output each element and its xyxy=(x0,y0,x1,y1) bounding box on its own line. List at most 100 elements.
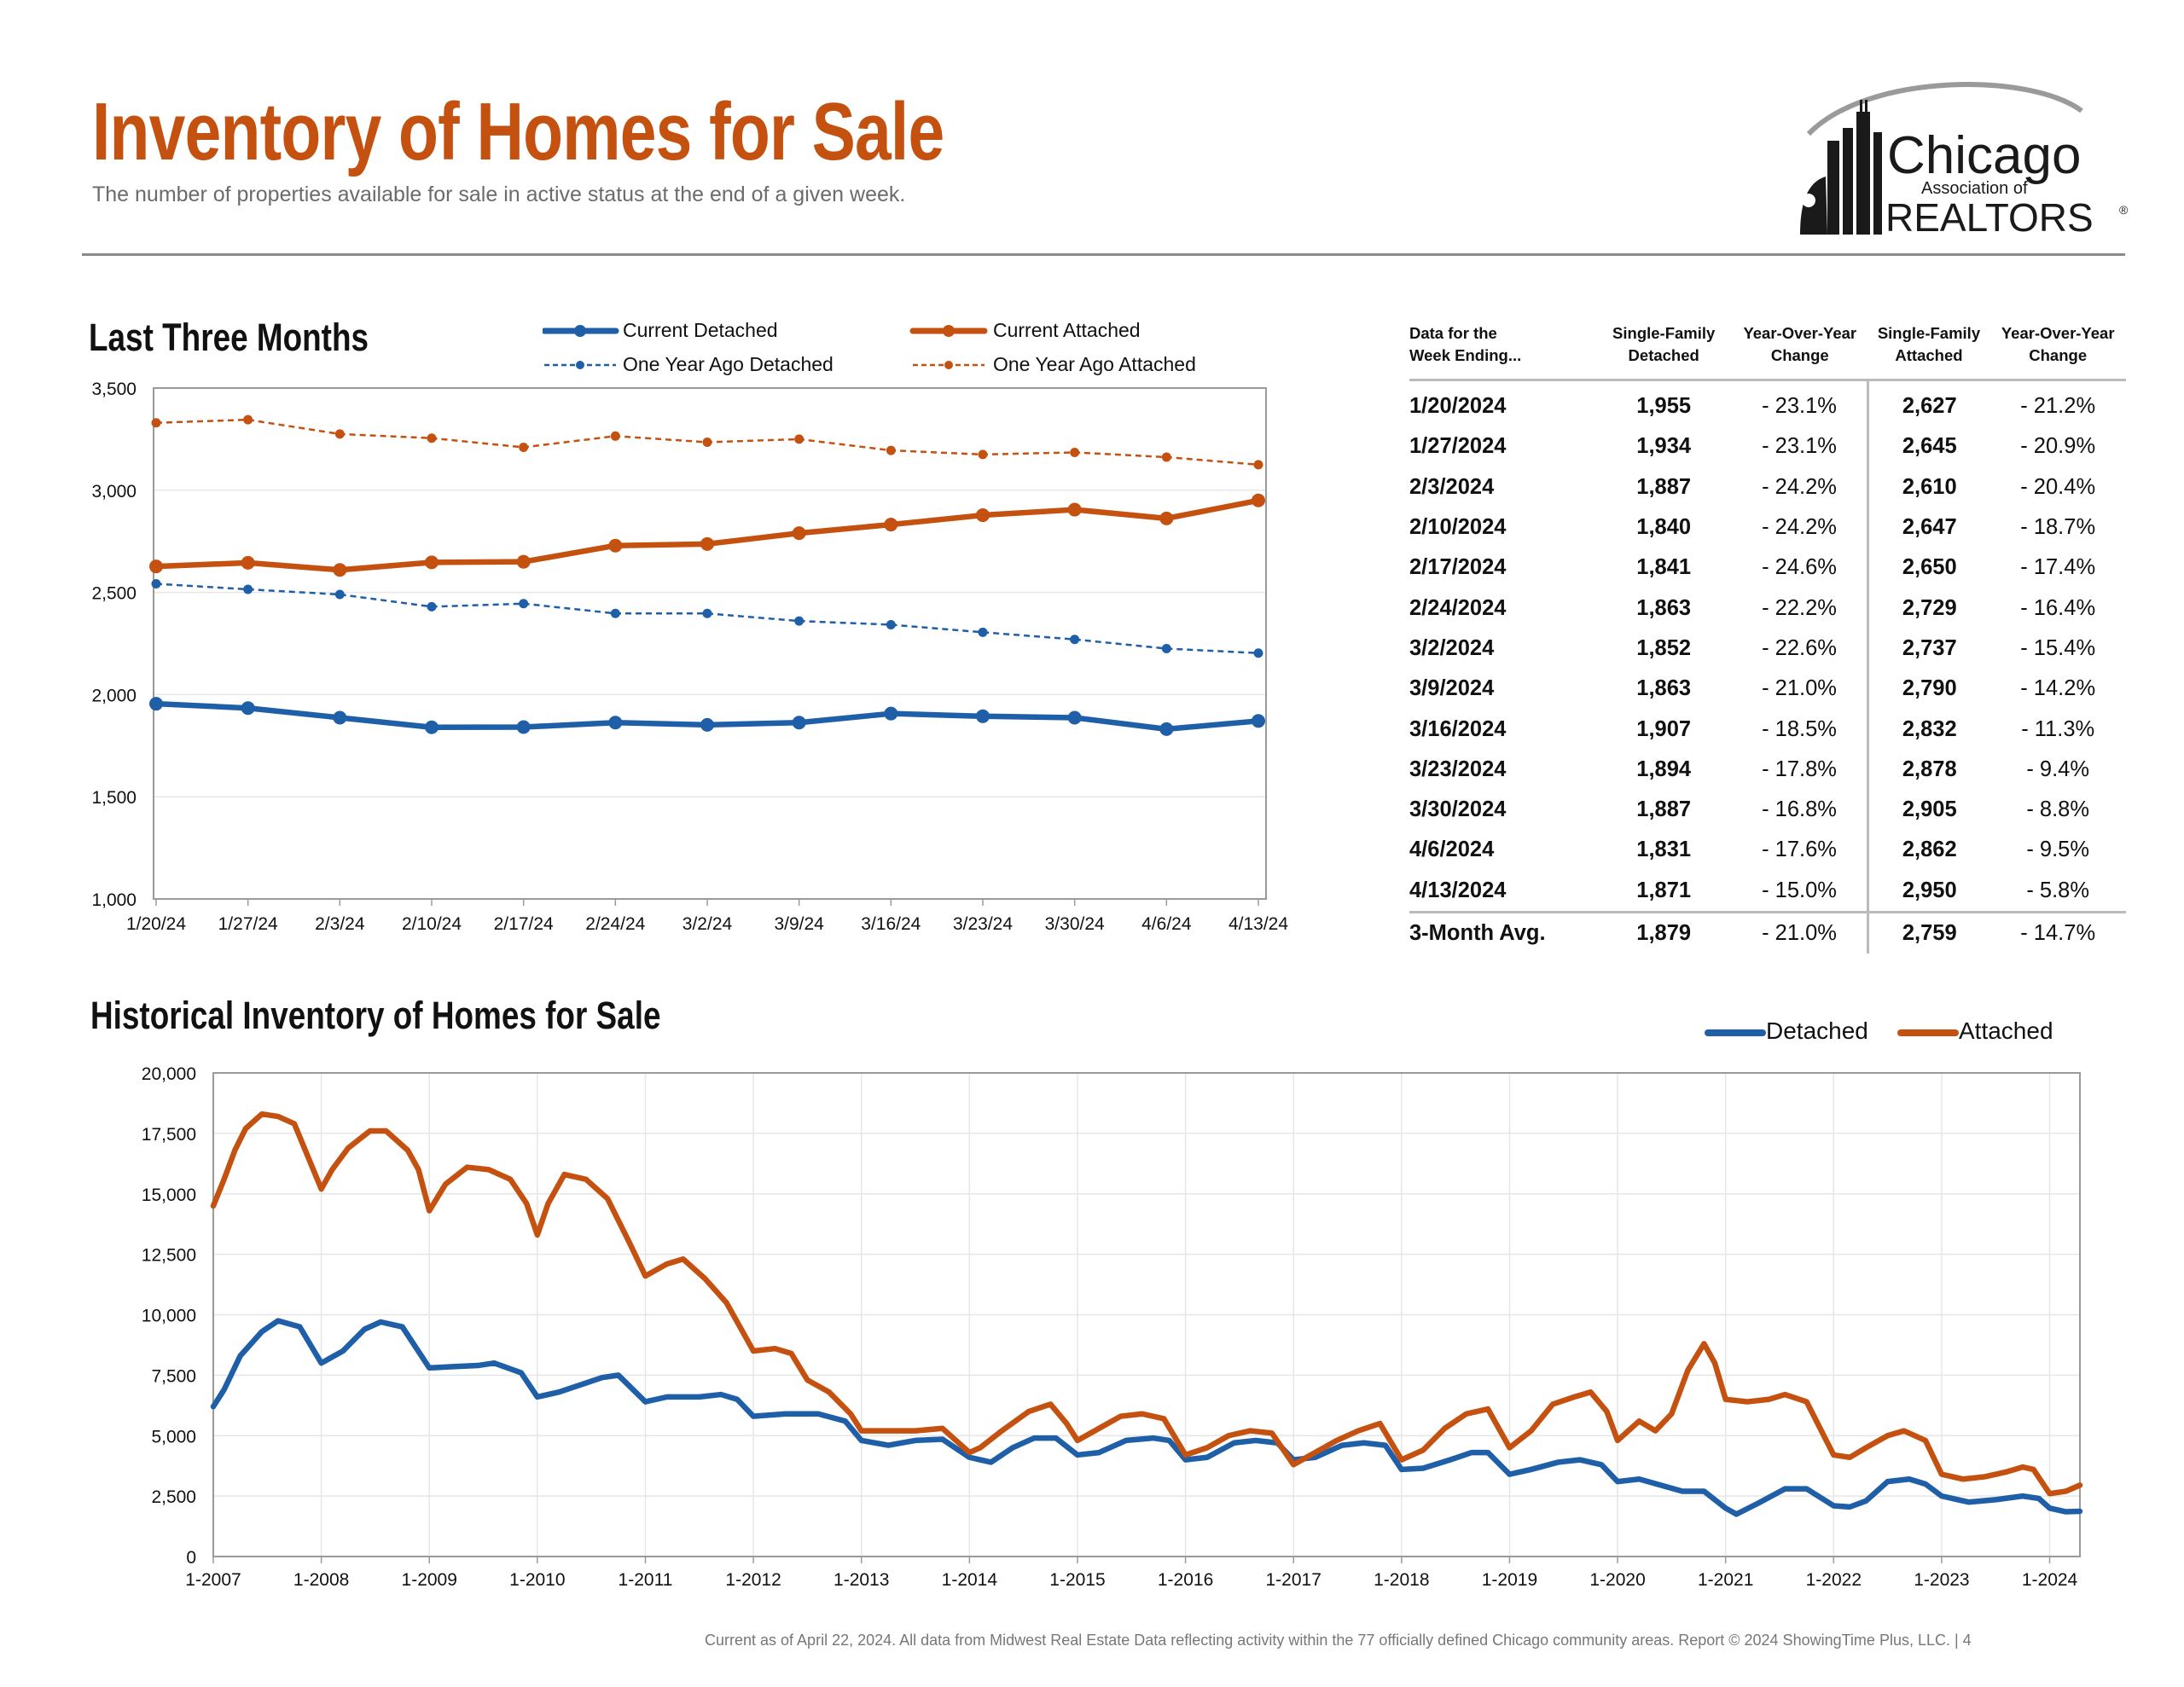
table-cell: - 18.5% xyxy=(1762,716,1837,741)
table-cell: 1,894 xyxy=(1636,757,1692,781)
table-cell: 3/9/2024 xyxy=(1409,676,1495,701)
legend-one-year-ago-detached xyxy=(544,361,616,369)
table-cell: 1,841 xyxy=(1636,555,1692,580)
data-point-one-year-ago-detached xyxy=(610,608,620,618)
table-cell: 3/16/2024 xyxy=(1409,716,1507,741)
table-cell: 1,934 xyxy=(1636,434,1692,459)
data-point-one-year-ago-detached xyxy=(1253,648,1263,658)
y-tick-label: 3,000 xyxy=(91,482,136,501)
table-cell: 1,831 xyxy=(1636,838,1692,862)
table-cell: - 18.7% xyxy=(2020,515,2096,540)
data-point-one-year-ago-attached xyxy=(978,449,988,460)
table-cell: 1,879 xyxy=(1595,910,1732,954)
table-header-row: Data for the Week Ending... Single-Family D… xyxy=(1409,322,2126,381)
table-cell: - 17.6% xyxy=(1762,838,1837,862)
data-point-current-detached xyxy=(1159,722,1174,736)
legend-label-attached: Attached xyxy=(1959,1017,2053,1044)
table-cell: - 23.1% xyxy=(1762,394,1837,419)
table-row: 2/3/2024 1,887 - 24.2% 2,610 - 20.4% xyxy=(1409,467,2126,507)
table-cell: 2,650 xyxy=(1867,548,1990,588)
table-cell: - 16.4% xyxy=(2020,595,2096,620)
legend-marker-one-year-ago-detached xyxy=(576,361,584,369)
data-point-one-year-ago-detached xyxy=(151,579,161,589)
table-cell: 1,871 xyxy=(1636,878,1692,902)
x-tick-label: 1-2020 xyxy=(1589,1570,1645,1590)
table-header-cell: Single-Family Attached xyxy=(1867,322,1990,381)
plot-frame xyxy=(153,387,1267,900)
legend-marker-one-year-ago-attached xyxy=(944,361,953,369)
data-point-one-year-ago-detached xyxy=(427,601,437,612)
y-tick-label: 2,500 xyxy=(91,584,136,604)
table-header-cell: Single-Family Detached xyxy=(1595,322,1732,381)
x-tick-label: 1-2013 xyxy=(834,1570,889,1590)
table-cell: - 20.4% xyxy=(2020,474,2096,499)
data-point-one-year-ago-detached xyxy=(1161,643,1171,653)
y-tick-label: 7,500 xyxy=(151,1366,196,1386)
x-tick-label: 3/2/24 xyxy=(682,914,733,934)
legend-marker-current-attached xyxy=(943,325,955,337)
y-tick-label: 12,500 xyxy=(142,1246,196,1266)
table-row: 3/16/2024 1,907 - 18.5% 2,832 - 11.3% xyxy=(1409,709,2126,750)
x-tick-label: 1-2009 xyxy=(402,1570,457,1590)
table-cell: 2,905 xyxy=(1867,789,1990,831)
data-point-current-attached xyxy=(516,554,531,569)
table-cell: 2,729 xyxy=(1867,588,1990,629)
x-tick-label: 1-2008 xyxy=(293,1570,349,1590)
data-point-current-attached xyxy=(149,559,163,574)
table-cell: - 21.2% xyxy=(2020,394,2096,419)
chicago-realtors-logo: Chicago Association of REALTORS ® xyxy=(1800,82,2129,240)
table-cell: 1,840 xyxy=(1636,515,1692,540)
table-cell: 1,887 xyxy=(1636,474,1692,499)
page-title: Inventory of Homes for Sale xyxy=(92,86,944,177)
legend-label-one-year-ago-attached: One Year Ago Attached xyxy=(993,353,1196,375)
x-tick-label: 1-2022 xyxy=(1806,1570,1862,1590)
plot-frame xyxy=(212,1072,2081,1557)
table-cell: 2,647 xyxy=(1867,507,1990,548)
table-row: 3/2/2024 1,852 - 22.6% 2,737 - 15.4% xyxy=(1409,628,2126,670)
x-tick-label: 4/6/24 xyxy=(1141,914,1192,934)
table-cell: - 5.8% xyxy=(2026,878,2090,902)
table-cell: 3/2/2024 xyxy=(1409,635,1495,660)
table-cell: 3-Month Avg. xyxy=(1409,910,1596,954)
data-point-one-year-ago-detached xyxy=(794,616,804,626)
table-cell: 1/20/2024 xyxy=(1409,394,1507,419)
table-cell: 2/17/2024 xyxy=(1409,555,1507,580)
data-point-one-year-ago-attached xyxy=(519,442,529,452)
series-line-attached xyxy=(210,1110,2083,1497)
x-tick-label: 1-2021 xyxy=(1698,1570,1753,1590)
data-point-current-detached xyxy=(608,716,623,730)
x-tick-label: 1-2018 xyxy=(1374,1570,1429,1590)
table-row: 1/27/2024 1,934 - 23.1% 2,645 - 20.9% xyxy=(1409,426,2126,467)
table-cell: - 9.5% xyxy=(2026,838,2090,862)
table-cell: - 17.4% xyxy=(2020,555,2096,580)
table-row: 1/20/2024 1,955 - 23.1% 2,627 - 21.2% xyxy=(1409,380,2126,427)
data-table: Data for the Week Ending... Single-Family D… xyxy=(1409,322,2126,954)
table-header-cell: Year-Over-Year Change xyxy=(1989,322,2126,381)
table-cell: 2,610 xyxy=(1867,467,1990,507)
legend-marker-current-detached xyxy=(574,325,586,337)
data-point-current-attached xyxy=(976,508,990,523)
x-tick-label: 3/16/24 xyxy=(861,914,921,934)
table-cell: 1,863 xyxy=(1636,595,1692,620)
table-cell: 4/6/2024 xyxy=(1409,838,1495,862)
logo-name: Chicago xyxy=(1887,126,2081,185)
x-tick-label: 1-2023 xyxy=(1914,1570,1969,1590)
table-cell: 2/24/2024 xyxy=(1409,595,1507,620)
x-tick-label: 1-2012 xyxy=(725,1570,781,1590)
x-tick-label: 1-2007 xyxy=(185,1570,241,1590)
x-tick-label: 1-2017 xyxy=(1266,1570,1321,1590)
legend-one-year-ago-attached xyxy=(913,361,985,369)
x-tick-label: 1-2010 xyxy=(509,1570,565,1590)
table-cell: - 15.0% xyxy=(1762,878,1837,902)
x-tick-label: 1-2019 xyxy=(1482,1570,1537,1590)
data-point-one-year-ago-attached xyxy=(610,431,620,441)
data-point-one-year-ago-attached xyxy=(1070,447,1080,457)
data-point-current-detached xyxy=(425,720,439,734)
table-cell: 2,759 xyxy=(1867,910,1990,954)
table-cell: - 22.2% xyxy=(1762,595,1837,620)
table-cell: - 9.4% xyxy=(2026,757,2090,781)
table-header-cell: Data for the Week Ending... xyxy=(1409,322,1596,381)
data-point-one-year-ago-attached xyxy=(702,437,712,447)
